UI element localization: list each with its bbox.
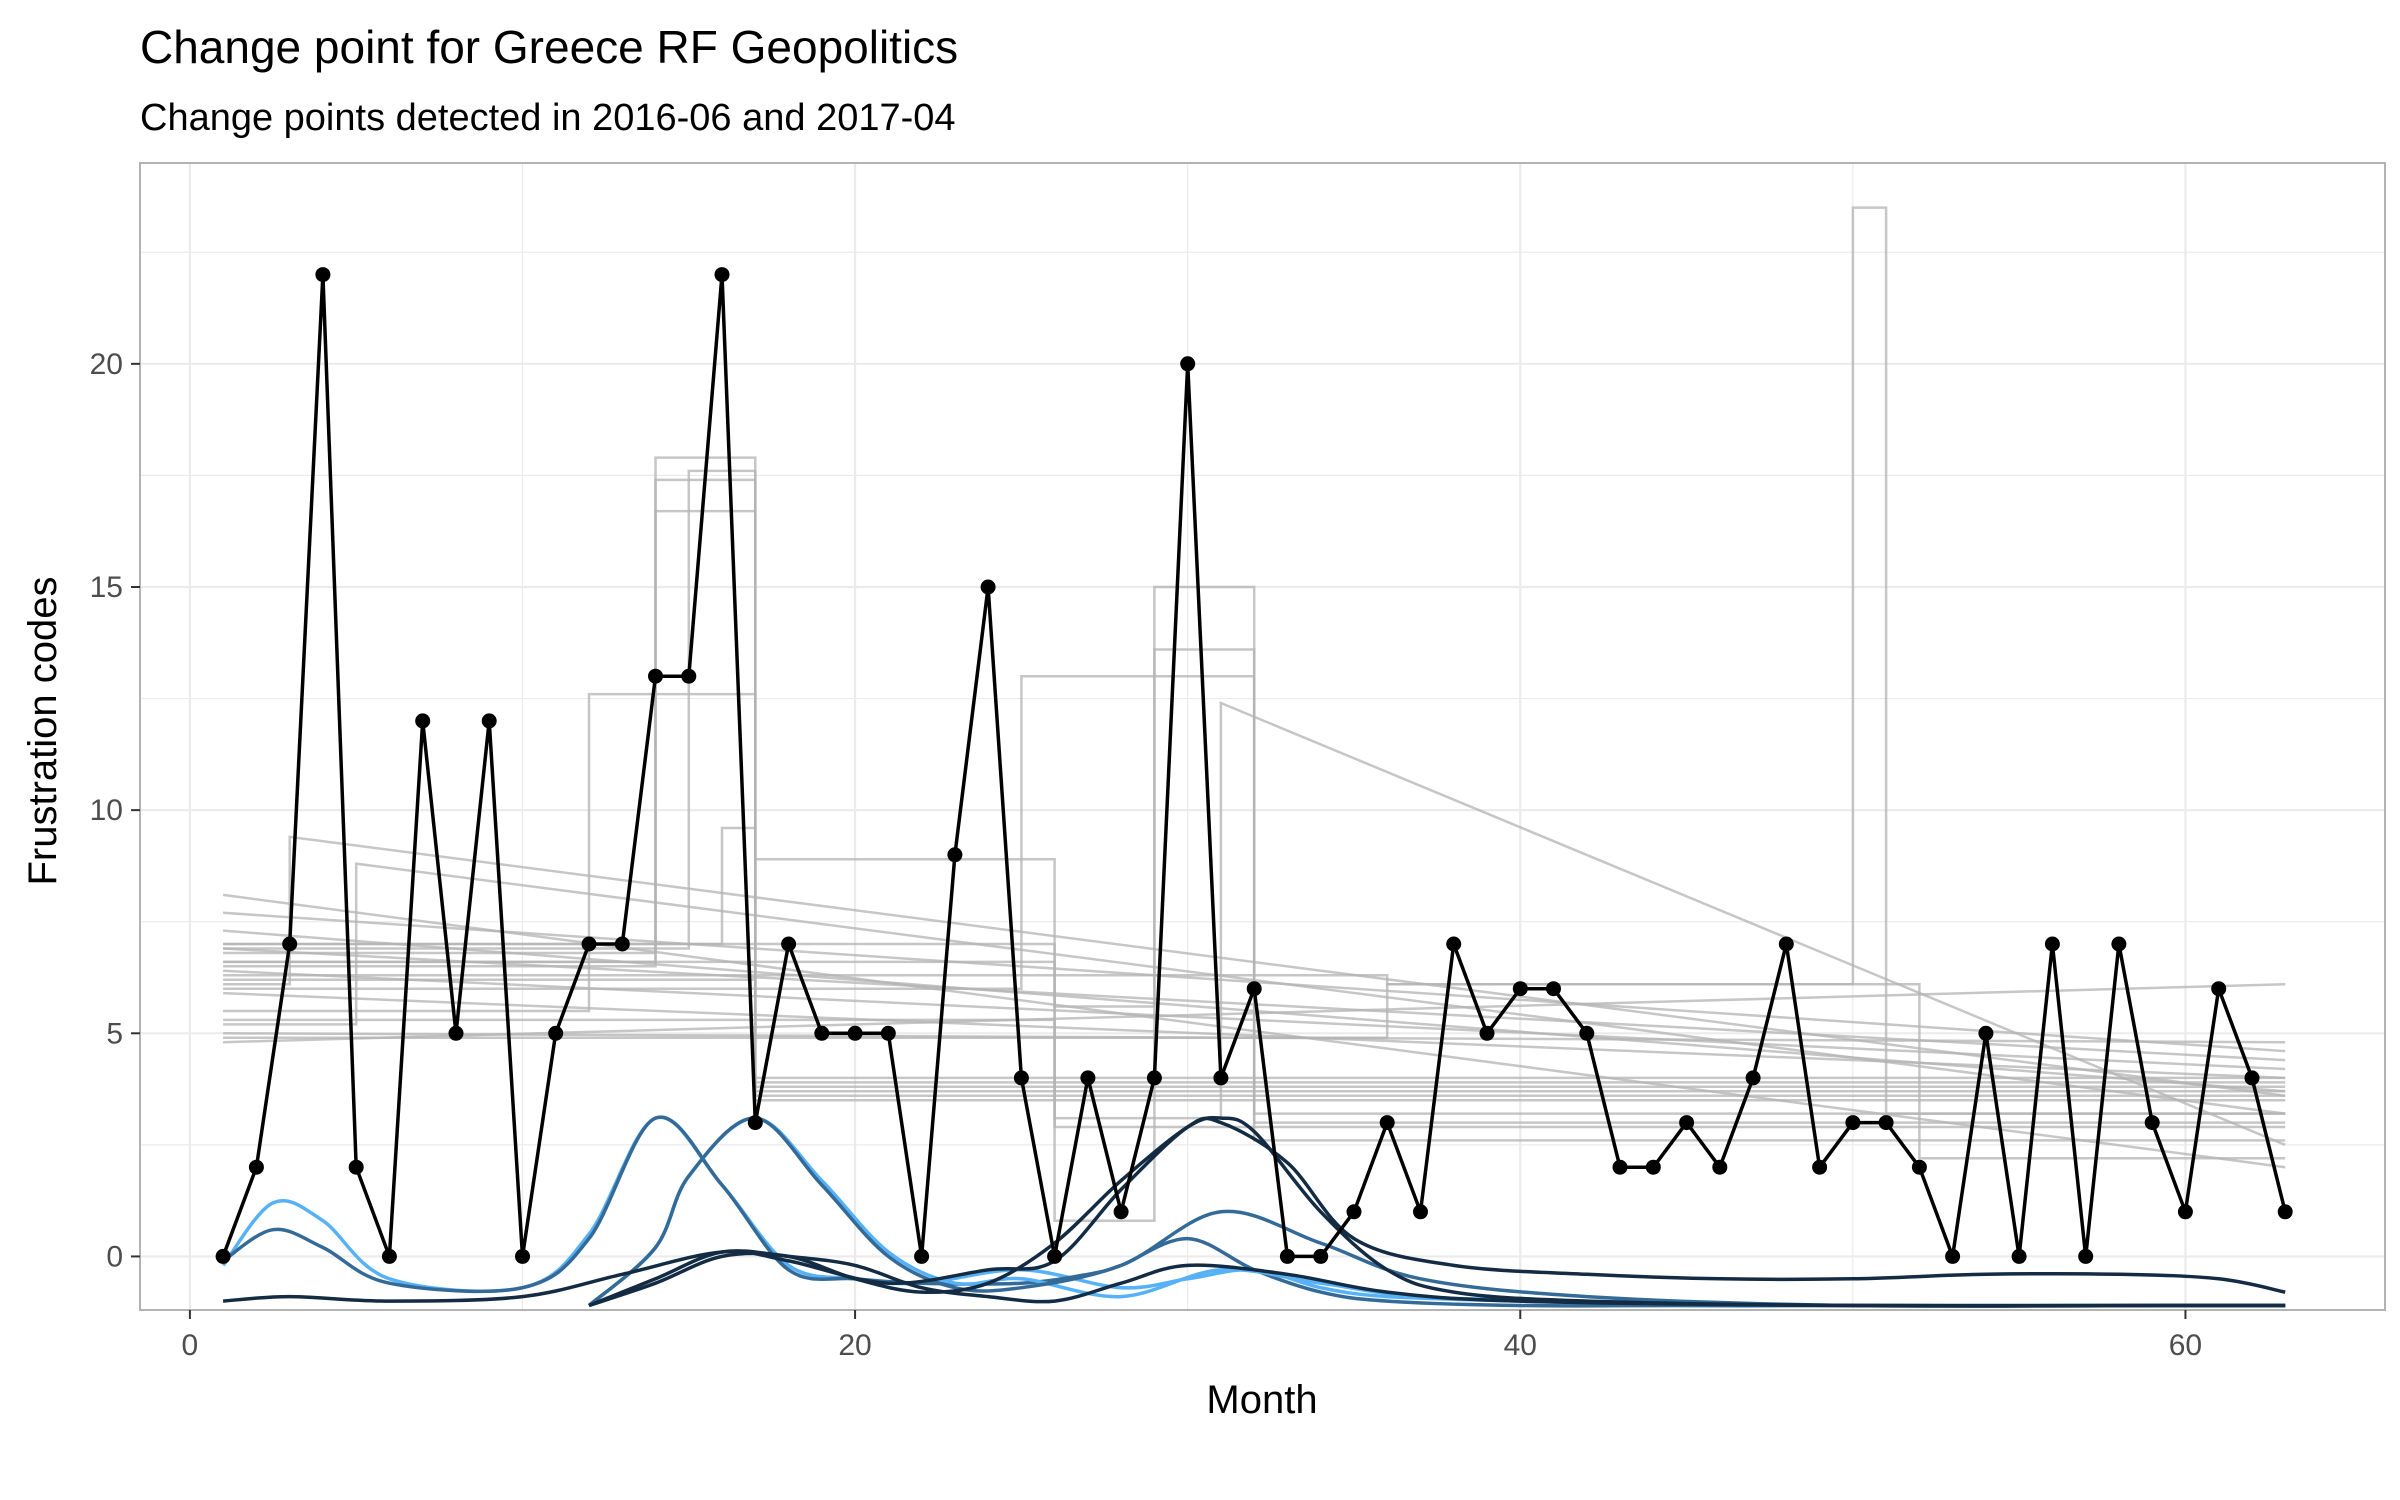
changepoint-fit-line — [222, 893, 2286, 1169]
observed-point — [248, 1159, 264, 1175]
changepoint-fit-line — [223, 929, 2286, 1093]
observed-point — [448, 1025, 464, 1041]
x-axis-ticks: 0 20 40 60 — [182, 1310, 2202, 1362]
y-tick-label: 10 — [90, 794, 123, 827]
smooth-curve-line — [221, 1115, 2286, 1308]
observed-point — [515, 1248, 530, 1264]
observed-point — [814, 1025, 830, 1041]
observed-point — [415, 713, 431, 729]
observed-point — [1812, 1159, 1828, 1175]
observed-point — [2011, 1248, 2027, 1264]
observed-point — [1945, 1248, 1961, 1264]
observed-point — [1546, 981, 1561, 997]
observed-point — [1712, 1159, 1728, 1175]
observed-point — [1745, 1070, 1761, 1086]
changepoint-fit-line — [223, 969, 2286, 1071]
observed-point — [2144, 1115, 2160, 1131]
observed-point — [2177, 1204, 2193, 1220]
observed-point — [1013, 1070, 1029, 1086]
observed-point — [1911, 1159, 1927, 1175]
observed-point — [2277, 1204, 2293, 1220]
observed-point — [1047, 1248, 1063, 1264]
observed-point — [1346, 1204, 1362, 1220]
smooth-series — [221, 1115, 2286, 1308]
observed-point — [1180, 356, 1196, 372]
observed-point — [2244, 1070, 2260, 1086]
observed-point — [648, 668, 663, 684]
observed-point — [1612, 1159, 1628, 1175]
observed-point — [1579, 1025, 1595, 1041]
observed-point — [714, 267, 730, 283]
observed-point — [1413, 1204, 1428, 1220]
observed-point — [1878, 1115, 1894, 1131]
observed-point — [581, 936, 597, 952]
panel-border — [139, 162, 2386, 1311]
y-tick-label: 0 — [106, 1240, 123, 1273]
x-tick-label: 20 — [838, 1329, 871, 1362]
observed-point — [1778, 936, 1794, 952]
changepoint-fit-line — [223, 206, 2286, 1115]
y-axis-ticks: 0 5 10 15 20 — [90, 348, 140, 1273]
observed-point — [1213, 1070, 1229, 1086]
x-tick-label: 40 — [1504, 1329, 1537, 1362]
observed-point — [914, 1248, 930, 1264]
observed-point — [947, 847, 963, 863]
observed-point — [215, 1248, 231, 1264]
observed-point — [980, 579, 996, 595]
changepoint-fit-line — [223, 857, 2286, 1129]
observed-point — [1512, 981, 1528, 997]
observed-point — [282, 936, 298, 952]
observed-point — [2111, 936, 2127, 952]
y-tick-label: 15 — [90, 571, 123, 604]
observed-point — [1446, 936, 1462, 952]
changepoint-fit-line — [223, 674, 2286, 1115]
observed-point — [1645, 1159, 1661, 1175]
observed-point — [747, 1115, 763, 1131]
observed-point — [681, 668, 697, 684]
observed-point — [1978, 1025, 1994, 1041]
changepoint-fit-line — [223, 982, 2286, 1044]
observed-point — [1146, 1070, 1162, 1086]
observed-point — [381, 1248, 397, 1264]
smooth-curve-line — [222, 1116, 2286, 1303]
observed-point — [548, 1025, 564, 1041]
changepoint-fit-line — [223, 1032, 2286, 1044]
observed-point — [2044, 936, 2060, 952]
chart-subtitle: Change points detected in 2016-06 and 20… — [140, 97, 956, 139]
y-tick-label: 5 — [106, 1017, 123, 1050]
chart-title: Change point for Greece RF Geopolitics — [140, 21, 958, 73]
observed-point — [1113, 1204, 1129, 1220]
x-axis-title: Month — [1206, 1378, 1317, 1422]
observed-point — [781, 936, 797, 952]
x-tick-label: 60 — [2169, 1329, 2202, 1362]
y-tick-label: 20 — [90, 348, 123, 381]
observed-point — [1246, 981, 1262, 997]
observed-point — [348, 1159, 364, 1175]
observed-point — [1479, 1025, 1495, 1041]
observed-series — [215, 267, 2293, 1264]
observed-point — [1845, 1115, 1861, 1131]
observed-point — [614, 936, 630, 952]
observed-point — [1313, 1248, 1329, 1264]
changepoint-fits — [222, 206, 2286, 1222]
observed-point — [1080, 1070, 1096, 1086]
observed-point — [2078, 1248, 2094, 1264]
smooth-curve-line — [588, 1249, 2286, 1308]
changepoint-fit-line — [223, 692, 2286, 1098]
observed-point — [1279, 1248, 1295, 1264]
observed-point — [1379, 1115, 1395, 1131]
observed-point — [2211, 981, 2227, 997]
changepoint-fit-line — [223, 509, 2286, 1093]
observed-point — [1679, 1115, 1695, 1131]
changepoint-fit-line — [223, 469, 2286, 1089]
observed-point — [315, 267, 331, 283]
observed-point — [880, 1025, 896, 1041]
changepoint-fit-line — [223, 701, 2286, 1147]
observed-point — [481, 713, 497, 729]
y-axis-title: Frustration codes — [21, 576, 65, 885]
x-tick-label: 0 — [182, 1329, 199, 1362]
observed-point — [847, 1025, 863, 1041]
